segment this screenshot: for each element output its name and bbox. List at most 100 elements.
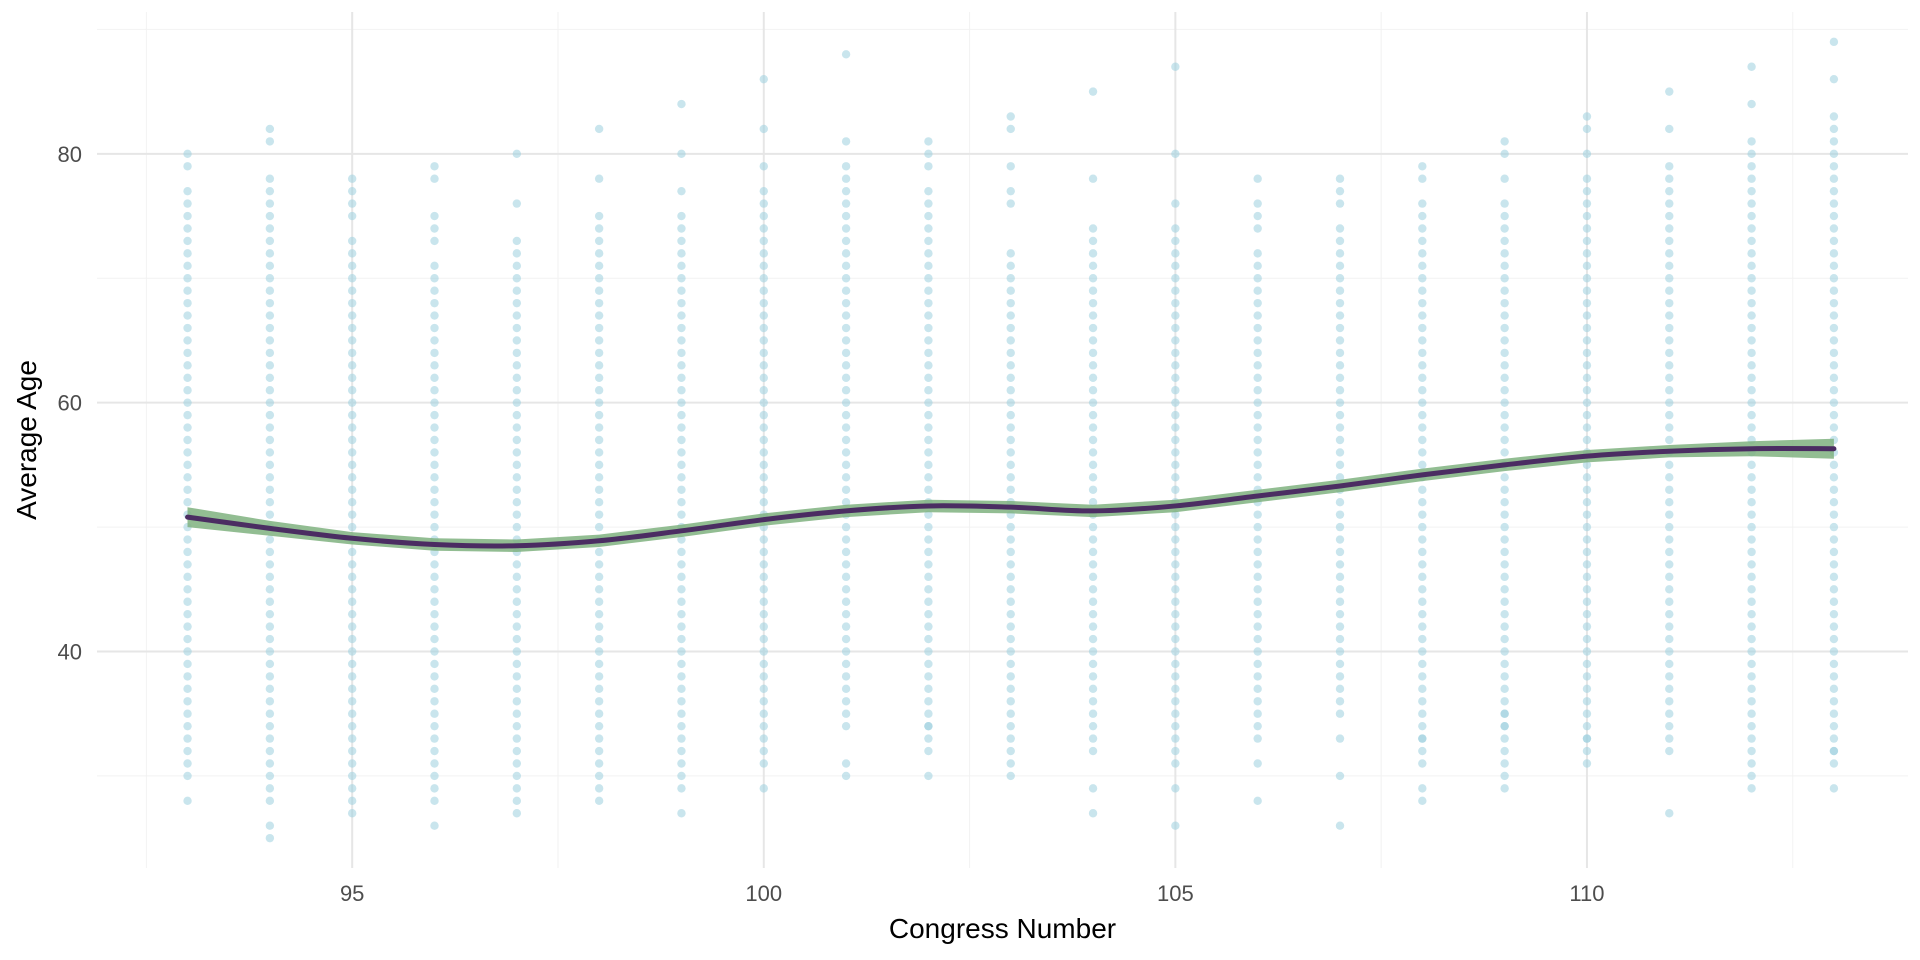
data-point: [348, 175, 356, 183]
data-point: [1171, 237, 1179, 245]
data-point: [595, 461, 603, 469]
data-point: [842, 548, 850, 556]
data-point: [1747, 324, 1755, 332]
data-point: [677, 212, 685, 220]
data-point: [183, 199, 191, 207]
data-point: [430, 324, 438, 332]
data-point: [1665, 523, 1673, 531]
data-point: [1253, 175, 1261, 183]
data-point: [1830, 672, 1838, 680]
data-point: [1830, 150, 1838, 158]
data-point: [430, 660, 438, 668]
data-point: [513, 772, 521, 780]
data-point: [1253, 734, 1261, 742]
data-point: [1583, 622, 1591, 630]
data-point: [1418, 498, 1426, 506]
data-point: [595, 722, 603, 730]
data-point: [760, 672, 768, 680]
data-point: [513, 498, 521, 506]
data-point: [760, 386, 768, 394]
data-point: [595, 510, 603, 518]
data-point: [1665, 498, 1673, 506]
data-point: [513, 336, 521, 344]
x-tick-label: 105: [1157, 881, 1194, 906]
data-point: [1418, 548, 1426, 556]
data-point: [1171, 598, 1179, 606]
data-point: [595, 374, 603, 382]
data-point: [430, 722, 438, 730]
data-point: [1500, 199, 1508, 207]
data-point: [924, 274, 932, 282]
data-point: [1830, 598, 1838, 606]
y-tick-label: 80: [58, 142, 82, 167]
data-point: [348, 685, 356, 693]
data-point: [183, 622, 191, 630]
data-point: [1171, 734, 1179, 742]
data-point: [183, 461, 191, 469]
data-point: [760, 274, 768, 282]
data-point: [1583, 237, 1591, 245]
x-axis-title: Congress Number: [889, 913, 1116, 944]
data-point: [924, 647, 932, 655]
data-point: [1500, 535, 1508, 543]
data-point: [1747, 697, 1755, 705]
data-point: [1747, 299, 1755, 307]
data-point: [1007, 162, 1015, 170]
data-point: [513, 759, 521, 767]
data-point: [1336, 311, 1344, 319]
data-point: [924, 660, 932, 668]
data-point: [760, 336, 768, 344]
data-point: [1583, 747, 1591, 755]
data-point: [1583, 311, 1591, 319]
data-point: [1583, 635, 1591, 643]
data-point: [1418, 585, 1426, 593]
data-point: [1007, 249, 1015, 257]
data-point: [1007, 423, 1015, 431]
data-point: [1418, 249, 1426, 257]
data-point: [266, 199, 274, 207]
data-point: [760, 75, 768, 83]
data-point: [595, 573, 603, 581]
data-point: [1089, 560, 1097, 568]
data-point: [1747, 523, 1755, 531]
data-point: [1089, 647, 1097, 655]
data-point: [842, 50, 850, 58]
data-point: [1007, 647, 1015, 655]
data-point: [842, 411, 850, 419]
data-point: [1583, 647, 1591, 655]
data-point: [1583, 660, 1591, 668]
data-point: [348, 710, 356, 718]
data-point: [1830, 75, 1838, 83]
data-point: [1418, 262, 1426, 270]
data-point: [1171, 286, 1179, 294]
data-point: [1583, 610, 1591, 618]
data-point: [348, 635, 356, 643]
data-point: [842, 274, 850, 282]
data-point: [266, 212, 274, 220]
data-point: [677, 100, 685, 108]
data-point: [183, 411, 191, 419]
data-point: [1500, 324, 1508, 332]
data-point: [348, 622, 356, 630]
data-point: [595, 473, 603, 481]
data-point: [1418, 672, 1426, 680]
data-point: [1336, 187, 1344, 195]
data-point: [1830, 349, 1838, 357]
data-point: [760, 585, 768, 593]
data-point: [1418, 734, 1426, 742]
data-point: [430, 685, 438, 693]
data-point: [430, 461, 438, 469]
data-point: [513, 150, 521, 158]
data-point: [1089, 448, 1097, 456]
data-point: [677, 573, 685, 581]
data-point: [348, 386, 356, 394]
data-point: [760, 647, 768, 655]
data-point: [1089, 374, 1097, 382]
data-point: [595, 523, 603, 531]
data-point: [1830, 747, 1838, 755]
data-point: [183, 150, 191, 158]
data-point: [1007, 398, 1015, 406]
data-point: [1665, 398, 1673, 406]
data-point: [1583, 212, 1591, 220]
